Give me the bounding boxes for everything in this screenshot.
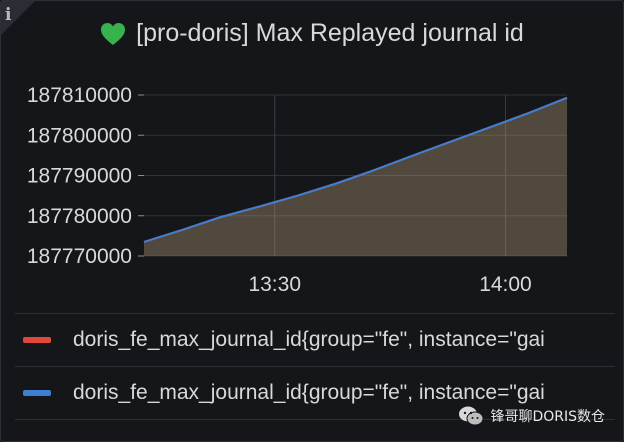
legend-item-0[interactable]: doris_fe_max_journal_id{group="fe", inst… bbox=[15, 313, 615, 366]
y-tick-label: 187770000 bbox=[27, 245, 132, 268]
legend-swatch bbox=[23, 337, 51, 343]
legend: doris_fe_max_journal_id{group="fe", inst… bbox=[15, 313, 615, 420]
series-line-1[interactable] bbox=[143, 96, 568, 243]
legend-item-1[interactable]: doris_fe_max_journal_id{group="fe", inst… bbox=[15, 366, 615, 420]
legend-label: doris_fe_max_journal_id{group="fe", inst… bbox=[73, 381, 545, 404]
info-corner[interactable] bbox=[1, 1, 35, 35]
y-tick-label: 187800000 bbox=[27, 124, 132, 147]
wechat-icon bbox=[459, 406, 484, 426]
x-axis: 13:30 14:00 bbox=[248, 273, 531, 296]
y-axis: 187770000 187780000 187790000 187800000 1878… bbox=[27, 84, 144, 268]
watermark-text: 锋哥聊DORIS数仓 bbox=[490, 409, 605, 425]
y-tick-label: 187780000 bbox=[27, 205, 132, 228]
x-tick-label: 14:00 bbox=[479, 273, 532, 296]
y-tick-label: 187790000 bbox=[27, 165, 132, 188]
watermark: 锋哥聊DORIS数仓 bbox=[458, 405, 605, 427]
legend-swatch bbox=[23, 390, 51, 396]
chart-lines bbox=[143, 96, 568, 243]
chart-grid bbox=[144, 94, 567, 257]
panel-title-bar[interactable]: [pro-doris] Max Replayed journal id bbox=[1, 15, 623, 51]
heart-icon bbox=[101, 23, 126, 45]
x-tick-label: 13:30 bbox=[248, 273, 301, 296]
legend-label: doris_fe_max_journal_id{group="fe", inst… bbox=[73, 328, 545, 351]
chart-area[interactable]: 187770000 187780000 187790000 187800000 1878… bbox=[1, 61, 623, 311]
y-tick-label: 187810000 bbox=[27, 84, 132, 107]
info-icon[interactable]: i bbox=[5, 5, 12, 25]
panel-title: [pro-doris] Max Replayed journal id bbox=[136, 19, 524, 47]
